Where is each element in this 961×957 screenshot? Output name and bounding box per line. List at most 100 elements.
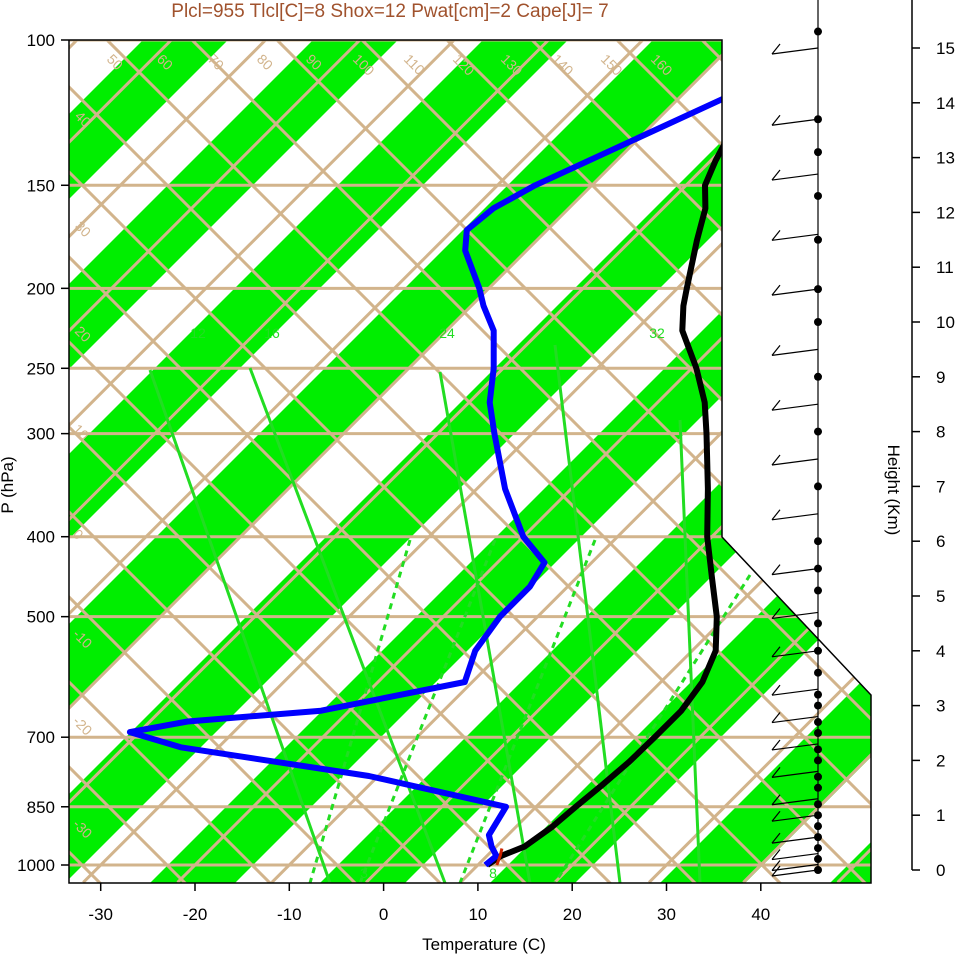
adiabat-grid-line: [69, 40, 632, 883]
wind-barb-flag: [771, 684, 781, 696]
wind-barb: [771, 798, 819, 806]
wind-dot: [814, 586, 822, 595]
moist-band: [69, 40, 871, 883]
wind-dot: [814, 690, 822, 699]
height-tick-label: 10: [936, 313, 955, 332]
isotherm-label: 140: [549, 51, 577, 79]
height-tick-label: 7: [936, 477, 945, 496]
isotherm-line: [69, 40, 456, 883]
height-axis: 012345678910111213141516: [911, 0, 955, 880]
wind-dot: [814, 619, 822, 628]
wind-barb: [771, 403, 819, 411]
wind-barb-flag: [771, 345, 781, 356]
adiabat-grid-line: [69, 40, 871, 883]
wind-dot: [814, 318, 822, 326]
wind-barb: [771, 743, 819, 751]
adiabat-grid-line: [69, 40, 717, 883]
wind-barb: [771, 715, 819, 724]
wind-barb-flag: [771, 114, 781, 126]
x-axis-label: Temperature (C): [422, 935, 546, 954]
moist-band: [130, 40, 871, 883]
y-axis-label: P (hPa): [0, 456, 17, 513]
height-tick-label: 8: [936, 423, 945, 442]
wind-barb: [771, 814, 819, 822]
adiabat-grid-line: [69, 40, 871, 883]
y2-axis-label: Height (Km): [884, 445, 903, 536]
wind-barb: [771, 770, 819, 778]
isotherm-label: 20: [787, 588, 809, 610]
wind-barb-flag: [771, 865, 781, 877]
wind-dot: [814, 783, 822, 792]
temperature-axis: -30 -20 -10 0 10 20 30 40: [88, 883, 770, 924]
height-tick-label: 15: [936, 39, 955, 58]
height-tick-label: 5: [936, 587, 945, 606]
wind-column: [771, 0, 822, 877]
wind-barb: [771, 568, 819, 576]
isotherm-line: [176, 40, 871, 883]
wind-barb-flag: [771, 454, 781, 466]
wind-barb: [771, 458, 819, 466]
parcel-line: [495, 848, 504, 866]
wind-barb: [771, 611, 819, 620]
wind-barb-flag: [771, 832, 781, 844]
isotherm-label: 10: [743, 533, 765, 555]
wind-barb: [771, 836, 819, 844]
isotherm-label: 30: [839, 642, 861, 664]
wind-barb: [771, 852, 819, 861]
wind-dot: [814, 745, 822, 754]
pressure-tick-label: 300: [27, 425, 55, 444]
isotherm-line: [69, 40, 361, 883]
wind-dot: [814, 701, 822, 710]
wind-barb: [771, 118, 819, 126]
adiabat-grid-line: [69, 40, 871, 883]
wind-dot: [814, 855, 822, 864]
adiabat-grid-line: [123, 40, 871, 883]
wind-barb-flag: [771, 810, 781, 822]
wind-barb-flag: [771, 766, 781, 778]
wind-dot: [814, 235, 822, 244]
temperature-line: [485, 78, 767, 868]
mixing-ratio-label: 24: [439, 325, 455, 341]
wind-dot: [814, 729, 822, 737]
wind-barb-flag: [771, 509, 781, 521]
wind-barb: [771, 233, 819, 241]
height-tick-label: 14: [936, 94, 955, 113]
wind-barb: [771, 869, 819, 877]
pressure-tick-label: 250: [27, 359, 55, 378]
wind-dot: [814, 772, 822, 781]
height-tick-label: 1: [936, 806, 945, 825]
pressure-tick-label: 500: [27, 608, 55, 627]
wind-barb-flag: [771, 608, 781, 619]
wind-dot: [814, 148, 822, 157]
dewpoint-line: [126, 77, 764, 868]
pressure-tick-label: 850: [27, 798, 55, 817]
wind-dot: [814, 537, 822, 546]
height-tick-label: 2: [936, 751, 945, 770]
temperature-tick-label: -20: [183, 905, 208, 924]
wind-dot: [814, 427, 822, 436]
wind-dot: [814, 756, 822, 765]
wind-barb-flag: [771, 860, 781, 871]
mixing-ratio-line: [438, 371, 532, 883]
wind-dot: [814, 482, 822, 491]
mixing-ratio-line: [148, 369, 332, 883]
mixing-ratio-line: [678, 419, 702, 883]
wind-dot: [814, 844, 822, 853]
wind-barb: [771, 650, 819, 658]
isotherm-line: [459, 40, 871, 883]
wind-dot: [814, 372, 822, 381]
pressure-tick-label: 150: [27, 176, 55, 195]
wind-barb-flag: [771, 794, 781, 806]
height-tick-label: 4: [936, 642, 945, 661]
moist-band: [69, 40, 425, 883]
height-tick-label: 11: [936, 258, 954, 277]
isotherm-line: [69, 40, 267, 883]
chart-title: Plcl=955 Tlcl[C]=8 Shox=12 Pwat[cm]=2 Ca…: [171, 1, 608, 22]
wind-barb: [771, 863, 819, 872]
wind-barb-flag: [771, 169, 781, 181]
pressure-tick-label: 700: [27, 728, 55, 747]
adiabat-grid-line: [69, 40, 292, 883]
wind-barb: [771, 173, 819, 181]
height-tick-label: 9: [936, 368, 945, 387]
